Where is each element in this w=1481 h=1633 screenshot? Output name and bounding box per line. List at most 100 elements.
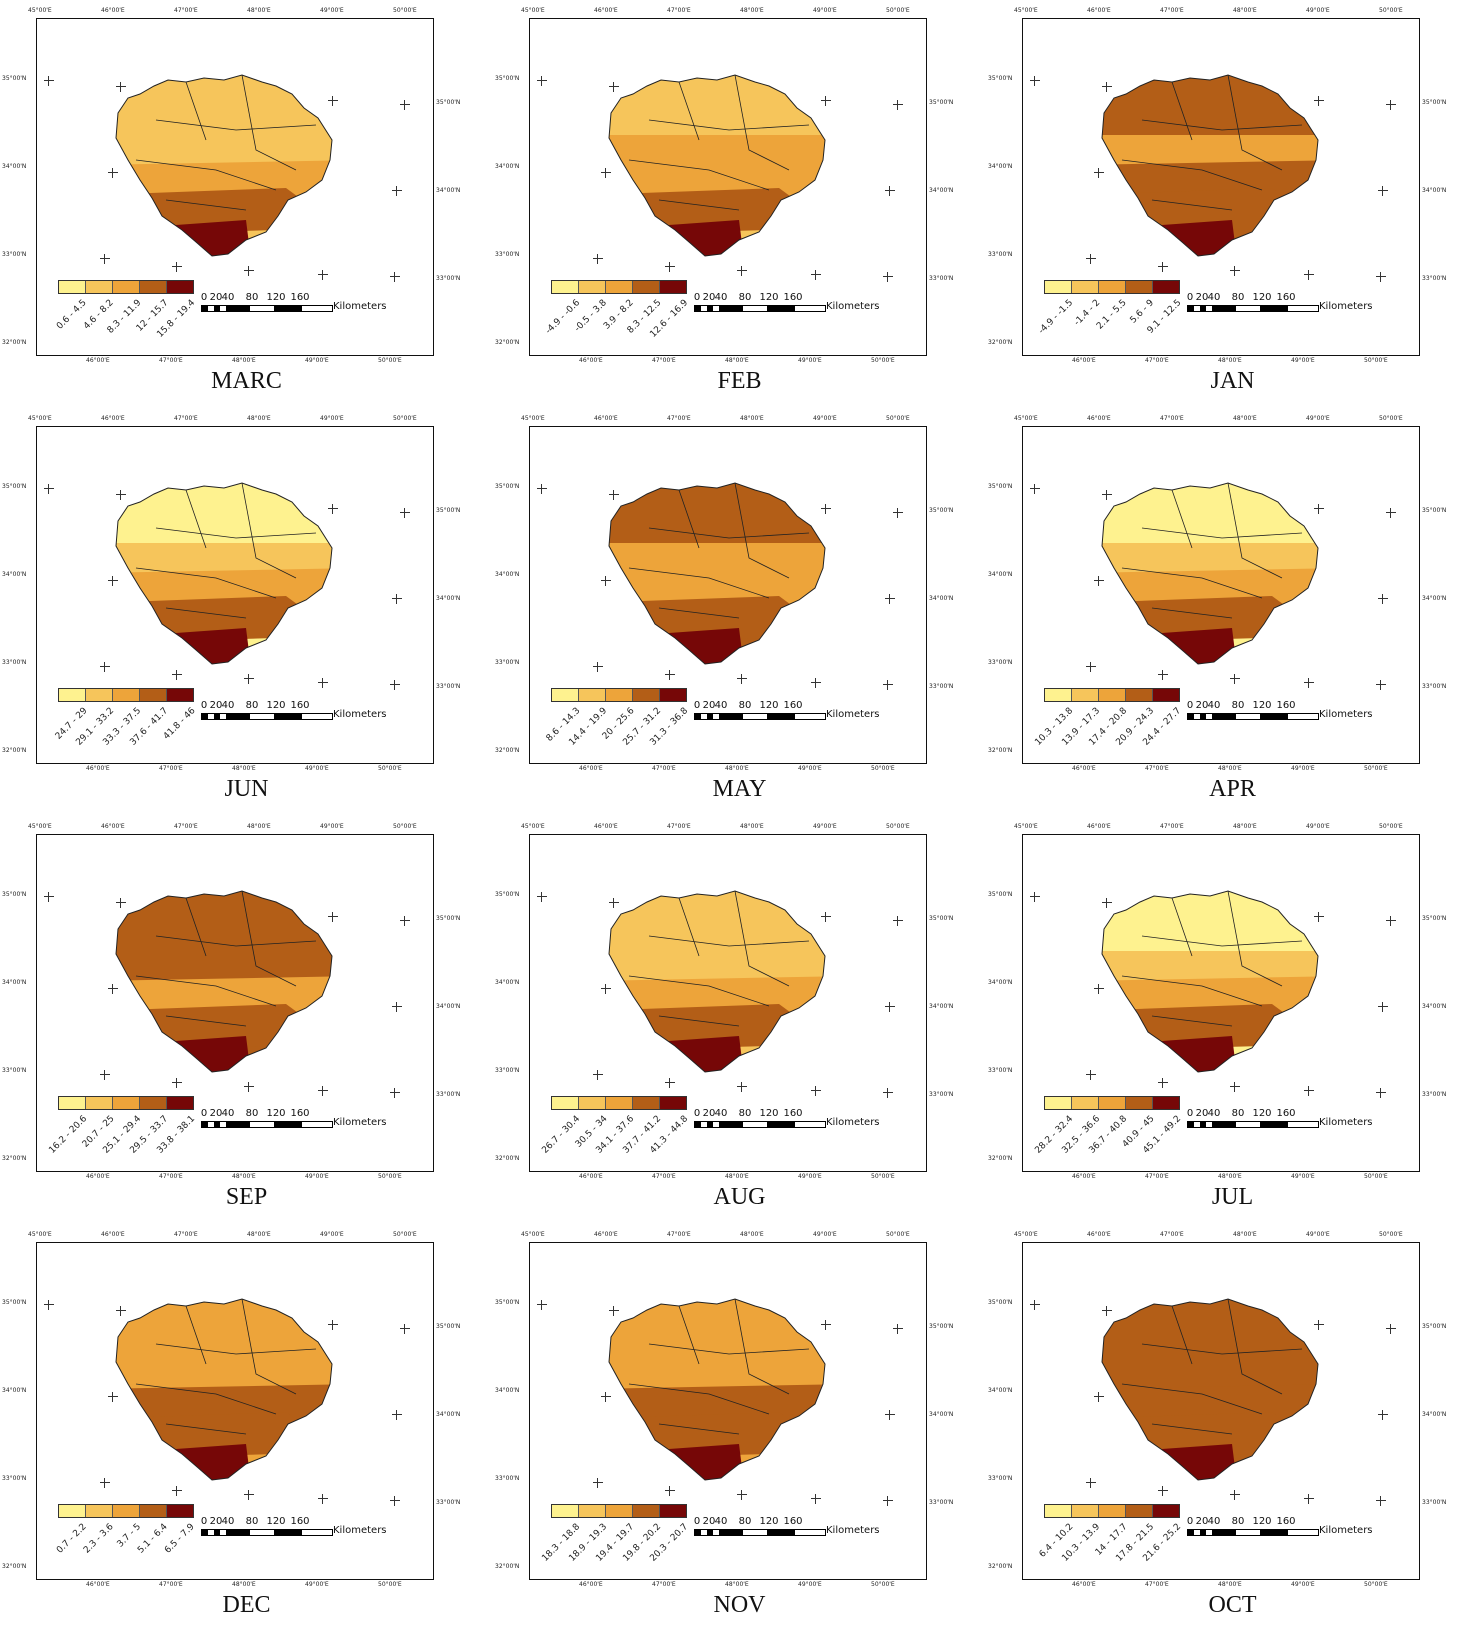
zone-south-central xyxy=(609,976,825,1016)
legend-swatch xyxy=(1153,689,1179,701)
graticule-cross-mark xyxy=(1378,594,1388,604)
latitude-tick-left: 34°00'N xyxy=(988,979,1013,986)
legend-swatches xyxy=(1044,1096,1180,1110)
scale-bar-tick-label: 120 xyxy=(759,1108,779,1119)
latitude-tick-right: 34°00'N xyxy=(436,187,461,194)
graticule-cross-mark xyxy=(1158,1078,1168,1088)
legend-swatch xyxy=(1126,1505,1153,1517)
longitude-tick-top: 45°00'E xyxy=(1014,1231,1038,1238)
latitude-tick-left: 33°00'N xyxy=(495,1067,520,1074)
longitude-tick-top: 48°00'E xyxy=(1233,415,1257,422)
scale-bar-tick-label: 40 xyxy=(714,1108,728,1119)
graticule-cross-mark xyxy=(1230,674,1240,684)
longitude-tick-top: 47°00'E xyxy=(174,415,198,422)
longitude-tick-bottom: 46°00'E xyxy=(86,1581,110,1588)
longitude-tick-top: 46°00'E xyxy=(594,415,618,422)
longitude-tick-bottom: 49°00'E xyxy=(1291,1173,1315,1180)
longitude-tick-bottom: 49°00'E xyxy=(305,1173,329,1180)
latitude-tick-right: 34°00'N xyxy=(929,1411,954,1418)
latitude-tick-left: 33°00'N xyxy=(495,659,520,666)
longitude-tick-top: 45°00'E xyxy=(521,1231,545,1238)
map-panel-oct: 45°00'E 46°00'E 47°00'E 48°00'E 49°00'E 50°00… xyxy=(986,1224,1479,1632)
longitude-tick-bottom: 47°00'E xyxy=(652,357,676,364)
zone-south-central xyxy=(1102,976,1318,1016)
sub-basin-boundaries xyxy=(1121,891,1303,1027)
map-panel-feb: 45°00'E 46°00'E 47°00'E 48°00'E 49°00'E 50°00… xyxy=(493,0,986,408)
watershed-map xyxy=(115,482,333,665)
scale-bar-unit: Kilometers xyxy=(1319,709,1373,720)
legend-swatches xyxy=(1044,280,1180,294)
scale-bar-tick-label: 40 xyxy=(221,1516,235,1527)
longitude-tick-top: 46°00'E xyxy=(1087,7,1111,14)
longitude-tick-bottom: 49°00'E xyxy=(1291,765,1315,772)
latitude-tick-right: 33°00'N xyxy=(436,275,461,282)
graticule-cross-mark xyxy=(593,1478,603,1488)
longitude-tick-bottom: 49°00'E xyxy=(305,357,329,364)
latitude-tick-right: 34°00'N xyxy=(1422,187,1447,194)
basin-outline xyxy=(1101,74,1319,257)
latitude-tick-left: 32°00'N xyxy=(495,339,520,346)
longitude-tick-bottom: 47°00'E xyxy=(159,765,183,772)
latitude-tick-left: 35°00'N xyxy=(495,1299,520,1306)
longitude-tick-bottom: 48°00'E xyxy=(232,765,256,772)
scale-bar-unit: Kilometers xyxy=(333,1525,387,1536)
legend-swatch xyxy=(86,1505,113,1517)
latitude-tick-left: 32°00'N xyxy=(988,747,1013,754)
legend-swatch xyxy=(606,281,633,293)
latitude-tick-left: 35°00'N xyxy=(988,75,1013,82)
graticule-cross-mark xyxy=(537,892,547,902)
graticule-cross-mark xyxy=(893,508,903,518)
scale-bar-ticks: 0 20 40 80 120 160 xyxy=(1187,700,1387,711)
scale-bar-tick-label: 160 xyxy=(783,1516,803,1527)
zone-southernmost xyxy=(176,1444,251,1480)
month-label: OCT xyxy=(1208,1592,1257,1618)
longitude-tick-bottom: 50°00'E xyxy=(871,1173,895,1180)
latitude-tick-right: 33°00'N xyxy=(436,683,461,690)
longitude-tick-bottom: 50°00'E xyxy=(378,357,402,364)
zone-central xyxy=(609,543,825,573)
longitude-tick-top: 45°00'E xyxy=(521,7,545,14)
legend-swatch xyxy=(579,1097,606,1109)
longitude-tick-top: 45°00'E xyxy=(28,7,52,14)
longitude-tick-top: 48°00'E xyxy=(740,7,764,14)
graticule-cross-mark xyxy=(665,1486,675,1496)
legend-swatch xyxy=(633,1097,660,1109)
scale-bar-tick-label: 0 xyxy=(200,700,208,711)
latitude-tick-left: 33°00'N xyxy=(2,659,27,666)
graticule-cross-mark xyxy=(1376,680,1386,690)
latitude-tick-left: 34°00'N xyxy=(2,979,27,986)
legend-swatch xyxy=(113,1505,140,1517)
legend-swatch xyxy=(660,1505,686,1517)
scale-bar-tick-label: 0 xyxy=(1186,700,1194,711)
latitude-tick-left: 34°00'N xyxy=(495,571,520,578)
scale-bar-graphic xyxy=(201,1529,333,1536)
scale-bar-tick-label: 0 xyxy=(1186,292,1194,303)
legend-swatch xyxy=(59,1097,86,1109)
zone-central xyxy=(1102,135,1318,165)
longitude-tick-bottom: 49°00'E xyxy=(798,1581,822,1588)
longitude-tick-top: 50°00'E xyxy=(393,1231,417,1238)
basin-outline xyxy=(1101,890,1319,1073)
scale-bar-unit: Kilometers xyxy=(826,709,880,720)
longitude-tick-top: 47°00'E xyxy=(1160,415,1184,422)
longitude-tick-bottom: 46°00'E xyxy=(579,765,603,772)
latitude-tick-left: 33°00'N xyxy=(988,1475,1013,1482)
graticule-cross-mark xyxy=(108,576,118,586)
graticule-cross-mark xyxy=(116,1306,126,1316)
longitude-tick-bottom: 46°00'E xyxy=(86,357,110,364)
scale-bar-tick-label: 40 xyxy=(714,700,728,711)
longitude-tick-top: 45°00'E xyxy=(1014,7,1038,14)
latitude-tick-left: 35°00'N xyxy=(495,483,520,490)
scale-bar-unit: Kilometers xyxy=(826,1117,880,1128)
zone-central xyxy=(116,951,332,981)
graticule-cross-mark xyxy=(665,1078,675,1088)
graticule-cross-mark xyxy=(1378,1002,1388,1012)
latitude-tick-left: 34°00'N xyxy=(988,1387,1013,1394)
graticule-cross-mark xyxy=(883,1496,893,1506)
zone-southernmost xyxy=(669,220,744,256)
graticule-cross-mark xyxy=(116,490,126,500)
legend-swatch xyxy=(140,1097,167,1109)
latitude-tick-left: 35°00'N xyxy=(988,1299,1013,1306)
scale-bar-unit: Kilometers xyxy=(1319,1117,1373,1128)
longitude-tick-top: 50°00'E xyxy=(1379,415,1403,422)
